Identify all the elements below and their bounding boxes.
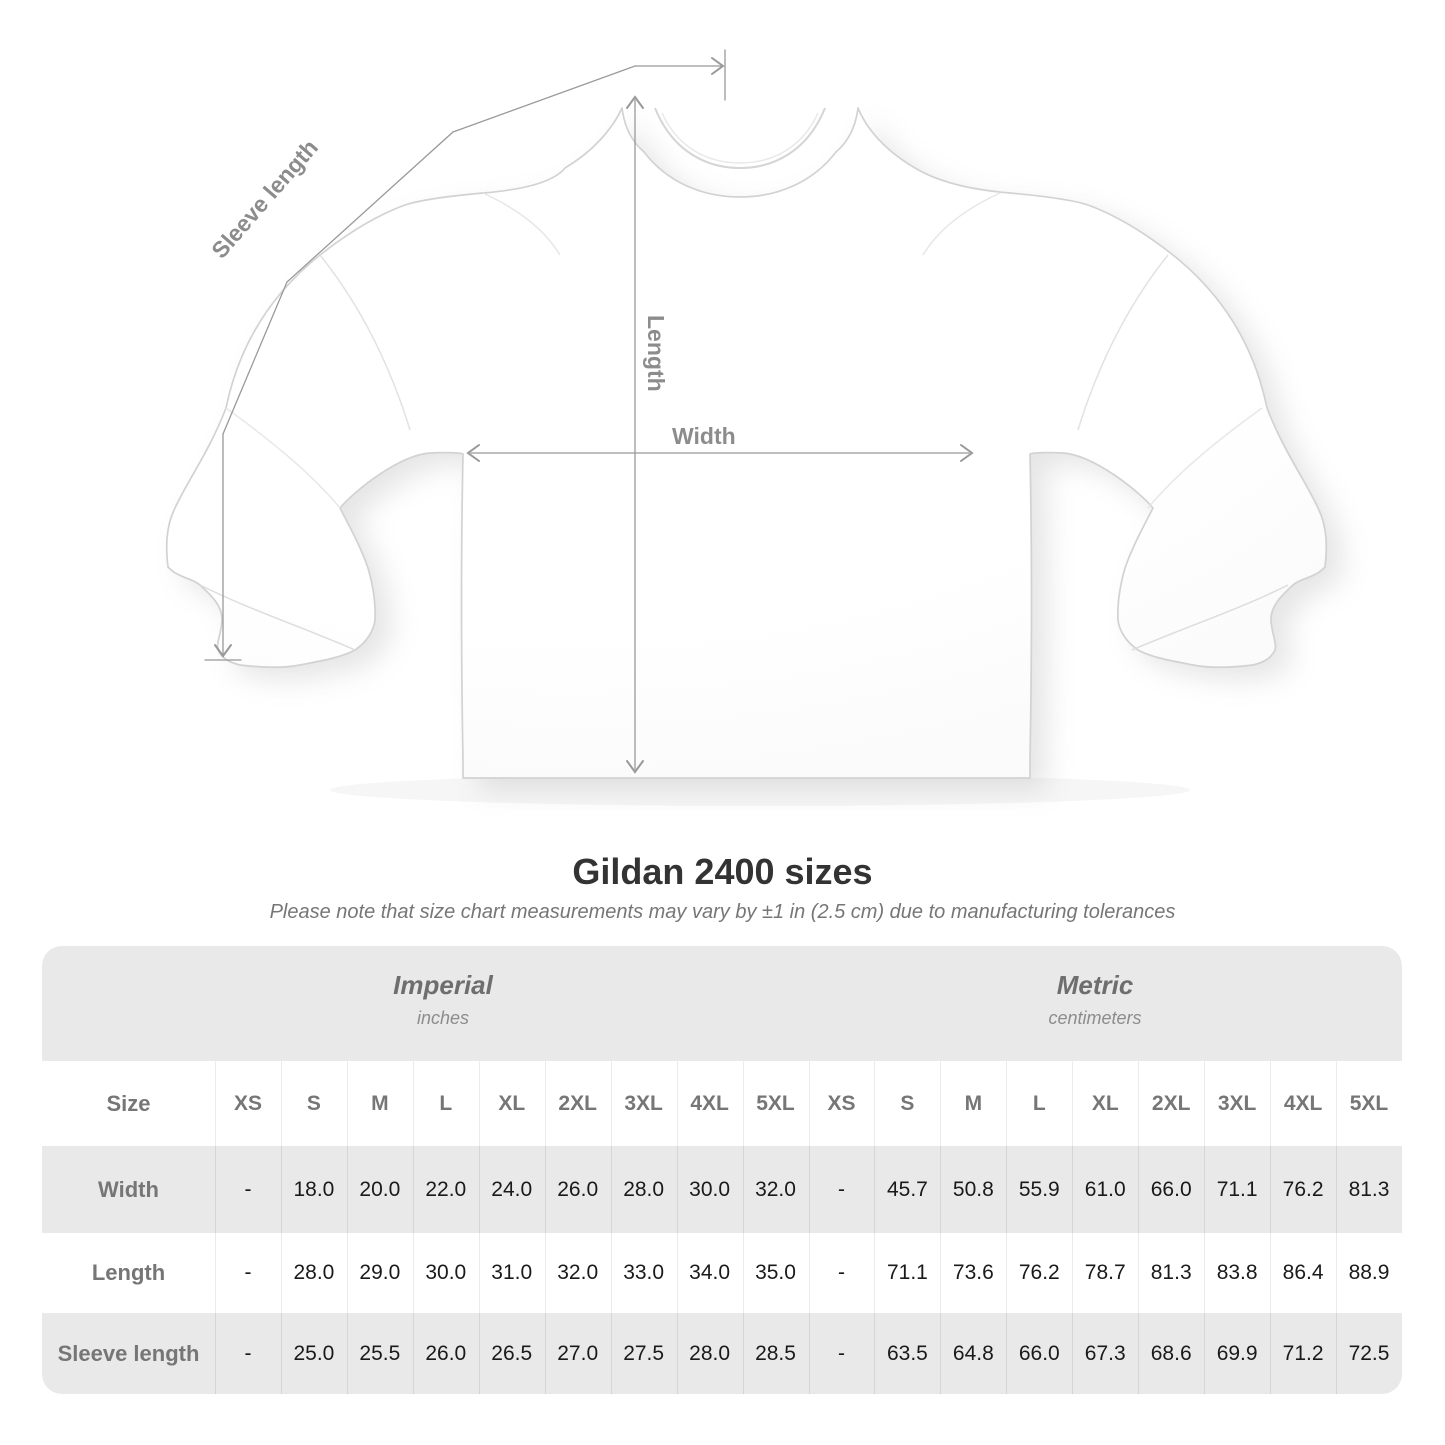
svg-text:Sleeve length: Sleeve length <box>206 134 323 263</box>
svg-text:Width: Width <box>672 423 736 449</box>
svg-text:Length: Length <box>643 315 669 392</box>
